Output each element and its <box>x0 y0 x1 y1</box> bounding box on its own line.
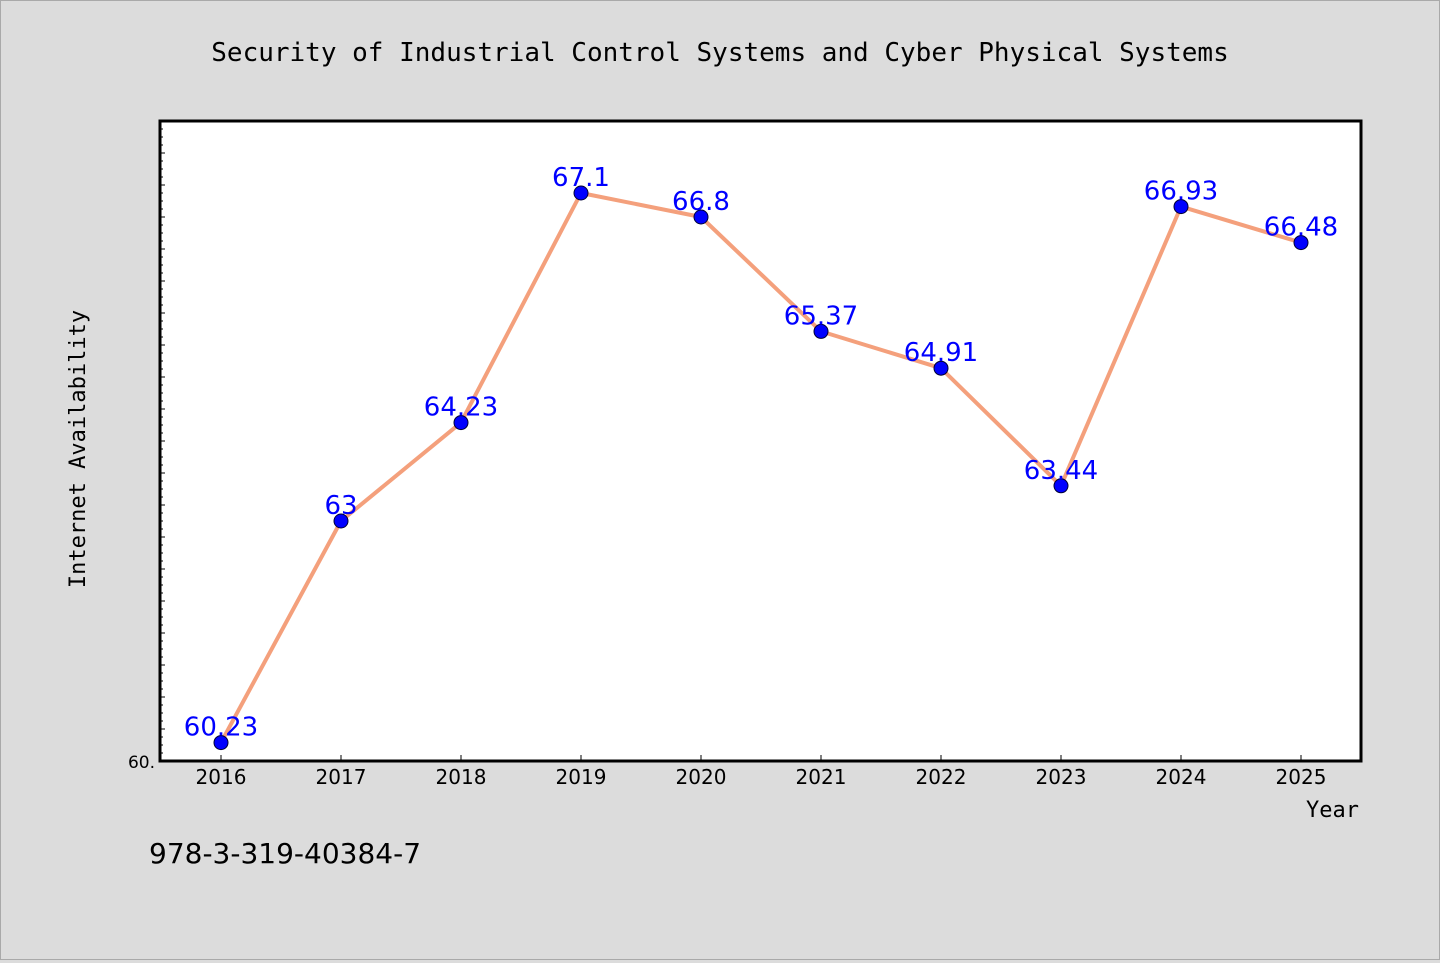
data-point <box>213 735 229 751</box>
data-point <box>1053 478 1069 494</box>
data-labels: 60.23 63 64.23 67.1 66.8 65.37 64.91 63.44 66.93… <box>184 163 1338 743</box>
x-tick-label: 2022 <box>916 765 967 789</box>
data-label: 64.23 <box>424 393 498 423</box>
data-point <box>813 323 829 339</box>
data-label: 63.44 <box>1024 456 1098 486</box>
x-tick-label: 2017 <box>316 765 367 789</box>
data-point <box>573 185 589 201</box>
data-point <box>333 513 349 529</box>
y-axis-label: Internet Availability <box>66 310 91 588</box>
series-line <box>219 191 1302 744</box>
x-axis-label: Year <box>1306 798 1359 823</box>
data-label: 66.48 <box>1264 213 1338 243</box>
data-label: 66.8 <box>672 187 730 217</box>
x-tick-label: 2021 <box>796 765 847 789</box>
footnote-isbn: 978-3-319-40384-7 <box>149 837 421 870</box>
plot-area <box>158 119 1363 763</box>
x-tick-label: 2019 <box>556 765 607 789</box>
data-label: 67.1 <box>552 163 610 193</box>
data-point <box>693 209 709 225</box>
x-tick-label: 2016 <box>196 765 247 789</box>
x-tick-label: 2020 <box>676 765 727 789</box>
chart-title: Security of Industrial Control Systems a… <box>211 38 1228 68</box>
series-markers <box>213 185 1309 751</box>
data-point <box>1173 199 1189 215</box>
x-tick-label: 2023 <box>1036 765 1087 789</box>
data-point <box>453 415 469 431</box>
y-axis-ticks <box>160 128 165 754</box>
y-tick-label: 60. <box>128 753 155 773</box>
series-line-group <box>219 191 1302 744</box>
data-point <box>1293 235 1309 251</box>
x-tick-label: 2024 <box>1156 765 1207 789</box>
data-label: 66.93 <box>1144 177 1218 207</box>
x-tick-label: 2018 <box>436 765 487 789</box>
data-label: 63 <box>324 491 357 521</box>
data-label: 65.37 <box>784 301 858 331</box>
data-label: 64.91 <box>904 338 978 368</box>
x-axis-ticks: 2016 2017 2018 2019 2020 2021 2022 2023 2024 2025 <box>196 755 1327 789</box>
x-tick-label: 2025 <box>1276 765 1327 789</box>
data-label: 60.23 <box>184 713 258 743</box>
data-point <box>933 360 949 376</box>
